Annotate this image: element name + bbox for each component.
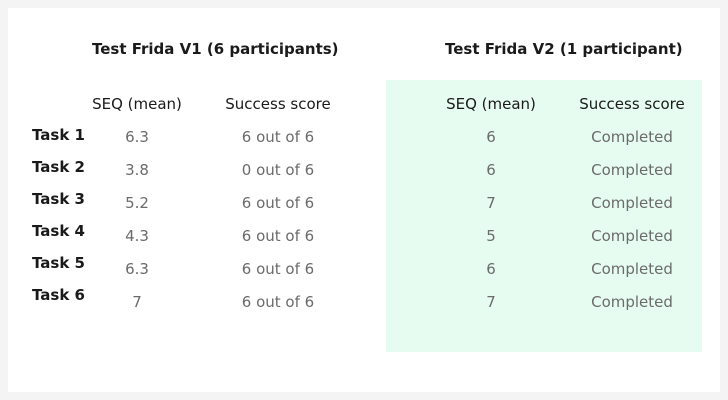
v1-seq-header: SEQ (mean) (92, 95, 182, 113)
v1-seq-value: 6.3 (125, 128, 149, 146)
v2-seq-value: 5 (486, 227, 496, 245)
v2-title: Test Frida V2 (1 participant) (445, 40, 683, 58)
v2-seq-value: 6 (486, 128, 496, 146)
v1-seq-value: 7 (132, 293, 142, 311)
v1-success-value: 0 out of 6 (241, 161, 315, 179)
v1-success-value: 6 out of 6 (241, 293, 315, 311)
v1-success-value: 6 out of 6 (241, 260, 315, 278)
v1-seq-value: 5.2 (125, 194, 149, 212)
v1-seq-value: 4.3 (125, 227, 149, 245)
task-label: Task 5 (32, 254, 85, 272)
v1-title: Test Frida V1 (6 participants) (92, 40, 339, 58)
task-label: Task 1 (32, 126, 85, 144)
v2-seq-value: 7 (486, 293, 496, 311)
task-label: Task 6 (32, 286, 85, 304)
v2-success-value: Completed (591, 227, 673, 245)
v2-seq-header: SEQ (mean) (446, 95, 536, 113)
v1-success-value: 6 out of 6 (241, 128, 315, 146)
v2-seq-value: 6 (486, 161, 496, 179)
v2-success-value: Completed (591, 194, 673, 212)
v2-seq-value: 7 (486, 194, 496, 212)
v2-success-value: Completed (591, 260, 673, 278)
v1-success-header: Success score (225, 95, 331, 113)
v2-highlight-panel (386, 80, 702, 352)
v1-seq-value: 3.8 (125, 161, 149, 179)
v2-seq-value: 6 (486, 260, 496, 278)
v1-success-value: 6 out of 6 (241, 194, 315, 212)
v1-success-value: 6 out of 6 (241, 227, 315, 245)
v2-success-value: Completed (591, 293, 673, 311)
v2-success-value: Completed (591, 128, 673, 146)
task-label: Task 3 (32, 190, 85, 208)
task-label: Task 2 (32, 158, 85, 176)
task-label: Task 4 (32, 222, 85, 240)
v1-seq-value: 6.3 (125, 260, 149, 278)
v2-success-header: Success score (579, 95, 685, 113)
v2-success-value: Completed (591, 161, 673, 179)
